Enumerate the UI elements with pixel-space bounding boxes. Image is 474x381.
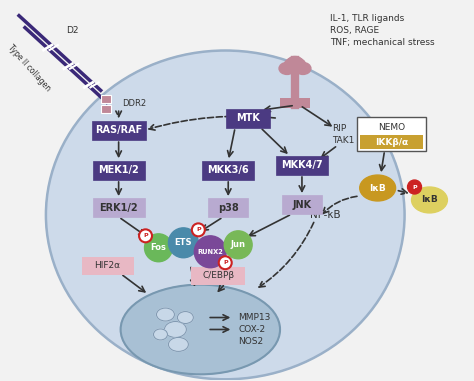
Ellipse shape — [295, 62, 311, 74]
Text: p38: p38 — [218, 203, 238, 213]
FancyBboxPatch shape — [276, 155, 328, 174]
Circle shape — [168, 228, 198, 258]
Text: JNK: JNK — [292, 200, 311, 210]
Text: D2: D2 — [66, 26, 79, 35]
Circle shape — [139, 229, 152, 242]
Circle shape — [219, 256, 232, 269]
Text: P: P — [223, 260, 228, 265]
FancyBboxPatch shape — [82, 257, 134, 275]
Text: MKK4/7: MKK4/7 — [281, 160, 323, 170]
Ellipse shape — [360, 175, 396, 201]
FancyBboxPatch shape — [360, 135, 423, 149]
Text: RUNX2: RUNX2 — [197, 249, 223, 255]
Text: ETS: ETS — [174, 238, 192, 247]
FancyBboxPatch shape — [100, 95, 110, 103]
Text: IκB: IκB — [421, 195, 438, 205]
Ellipse shape — [156, 308, 174, 321]
Text: IκB: IκB — [369, 184, 386, 192]
Text: Fos: Fos — [151, 243, 166, 252]
Text: MEK1/2: MEK1/2 — [98, 165, 139, 175]
FancyBboxPatch shape — [92, 121, 146, 140]
Text: NF-κB: NF-κB — [310, 210, 340, 220]
Circle shape — [224, 231, 252, 259]
Ellipse shape — [284, 58, 306, 74]
Ellipse shape — [164, 322, 186, 338]
Text: RAS/RAF: RAS/RAF — [95, 125, 142, 135]
Text: COX-2: COX-2 — [238, 325, 265, 334]
Circle shape — [192, 223, 205, 236]
Text: ERK1/2: ERK1/2 — [100, 203, 138, 213]
Ellipse shape — [287, 56, 303, 69]
Text: RIP: RIP — [332, 124, 346, 133]
Text: NOS2: NOS2 — [238, 337, 264, 346]
FancyBboxPatch shape — [357, 117, 427, 151]
Ellipse shape — [279, 62, 295, 74]
FancyBboxPatch shape — [280, 98, 310, 108]
FancyBboxPatch shape — [202, 161, 254, 179]
Text: Type II collagen: Type II collagen — [6, 43, 52, 93]
Ellipse shape — [154, 329, 167, 340]
Text: NEMO: NEMO — [378, 123, 405, 132]
FancyBboxPatch shape — [282, 195, 322, 215]
Text: MKK3/6: MKK3/6 — [208, 165, 249, 175]
Text: IL-1, TLR ligands: IL-1, TLR ligands — [330, 14, 404, 23]
FancyBboxPatch shape — [191, 267, 245, 285]
Text: TNF; mechanical stress: TNF; mechanical stress — [330, 38, 435, 47]
Text: P: P — [196, 227, 201, 232]
Circle shape — [145, 234, 173, 262]
Text: HIF2α: HIF2α — [95, 261, 121, 270]
FancyBboxPatch shape — [93, 199, 145, 218]
FancyBboxPatch shape — [93, 161, 145, 179]
Text: C/EBPβ: C/EBPβ — [202, 271, 234, 280]
Text: Jun: Jun — [231, 240, 246, 249]
Text: P: P — [412, 184, 417, 189]
FancyBboxPatch shape — [100, 105, 110, 113]
Circle shape — [194, 236, 226, 268]
Text: TAK1: TAK1 — [332, 136, 354, 145]
Circle shape — [408, 180, 421, 194]
Ellipse shape — [411, 187, 447, 213]
Text: MMP13: MMP13 — [238, 313, 271, 322]
Text: DDR2: DDR2 — [123, 99, 147, 108]
Text: ROS, RAGE: ROS, RAGE — [330, 26, 379, 35]
Ellipse shape — [177, 312, 193, 323]
Ellipse shape — [120, 285, 280, 374]
Ellipse shape — [46, 51, 405, 379]
FancyBboxPatch shape — [208, 199, 248, 218]
Ellipse shape — [168, 338, 188, 351]
FancyBboxPatch shape — [226, 109, 270, 128]
Text: P: P — [143, 233, 148, 239]
Text: MTK: MTK — [236, 113, 260, 123]
Text: IKKβ/α: IKKβ/α — [375, 138, 408, 147]
